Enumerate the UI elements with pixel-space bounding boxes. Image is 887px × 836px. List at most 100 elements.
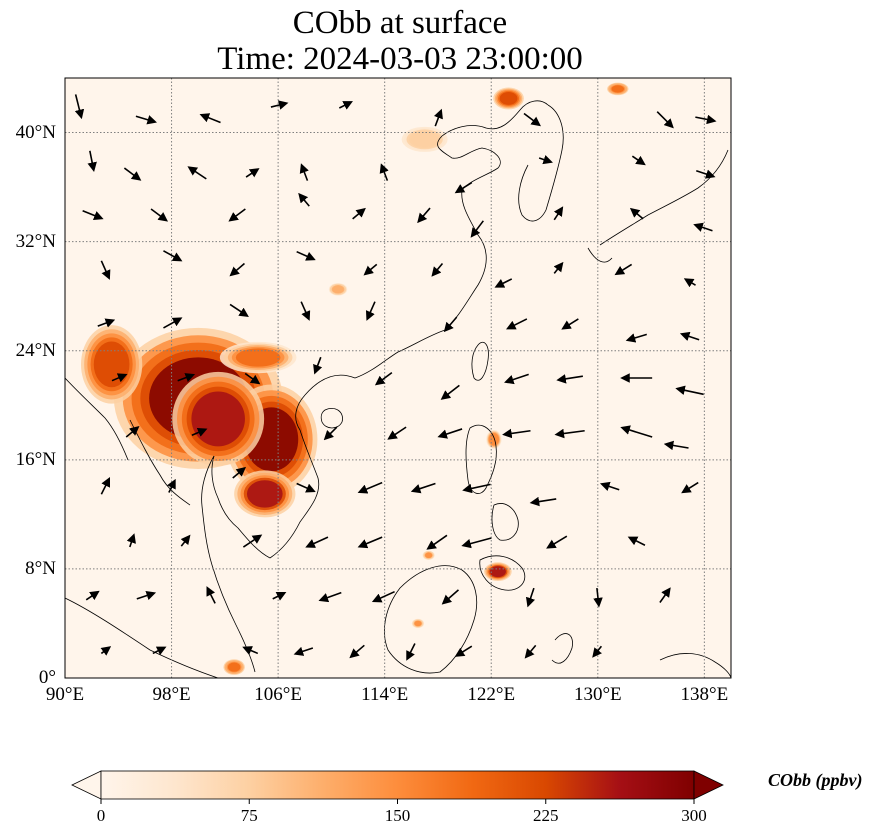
- wind-arrow: [431, 262, 444, 277]
- wind-arrow: [454, 181, 473, 194]
- wind-arrow: [123, 167, 142, 181]
- colorbar: [71, 770, 724, 800]
- hotspot-northeast-china: [493, 87, 524, 110]
- hotspot-ring: [611, 85, 625, 93]
- wind-arrow: [100, 477, 110, 495]
- y-tick-label: 40°N: [15, 121, 56, 143]
- hotspot-ring: [425, 552, 433, 559]
- x-tick-label: 90°E: [45, 684, 85, 705]
- wind-arrow: [387, 426, 407, 440]
- wind-arrow: [97, 318, 116, 328]
- wind-arrow: [374, 371, 393, 386]
- wind-arrow: [440, 384, 460, 400]
- wind-arrow: [523, 112, 541, 127]
- wind-arrow: [323, 426, 338, 441]
- x-tick-label: 106°E: [254, 684, 302, 705]
- wind-arrow: [441, 589, 460, 605]
- hotspot-myanmar-west: [80, 325, 143, 404]
- hotspot-hunan: [328, 283, 348, 296]
- hotspot-mindanao: [484, 562, 512, 582]
- wind-arrow: [553, 206, 564, 221]
- wind-arrow: [136, 590, 157, 601]
- wind-arrow: [696, 169, 716, 179]
- wind-arrow: [379, 163, 389, 181]
- wind-arrow: [454, 645, 473, 657]
- y-tick-label: 32°N: [15, 230, 56, 252]
- colorbar-tick-label: 225: [533, 806, 559, 825]
- y-tick-label: 8°N: [25, 557, 56, 579]
- wind-arrow: [85, 590, 100, 601]
- hotspot-ring: [191, 391, 245, 447]
- wind-arrow: [679, 331, 700, 341]
- wind-arrow: [443, 316, 458, 333]
- wind-arrow: [406, 643, 416, 661]
- wind-arrow: [180, 534, 191, 547]
- hotspot-ring: [414, 620, 422, 627]
- wind-arrow: [135, 115, 157, 125]
- wind-arrow: [614, 263, 633, 276]
- wind-arrow: [296, 482, 316, 493]
- wind-arrow: [206, 586, 216, 604]
- colorbar-tick-label: 75: [240, 806, 258, 825]
- map-frame: [64, 77, 732, 679]
- wind-arrow: [681, 481, 699, 494]
- wind-arrow: [187, 166, 207, 180]
- hotspot-ring: [246, 480, 283, 508]
- wind-arrow: [82, 210, 104, 221]
- hotspot-vladivostok: [607, 82, 629, 96]
- wind-arrow: [599, 481, 620, 491]
- wind-arrow: [675, 385, 704, 396]
- wind-arrow: [245, 168, 260, 178]
- wind-arrow: [693, 222, 713, 232]
- colorbar-tick-label: 300: [681, 806, 707, 825]
- wind-arrow: [352, 207, 366, 220]
- wind-arrow: [494, 278, 513, 288]
- wind-arrow: [663, 440, 689, 451]
- wind-arrow: [695, 114, 717, 125]
- wind-arrow: [554, 428, 585, 439]
- wind-arrow: [229, 303, 249, 317]
- wind-arrow: [228, 208, 246, 222]
- hotspot-ring: [499, 92, 518, 105]
- wind-arrow: [74, 94, 85, 120]
- wind-arrow: [437, 428, 463, 439]
- wind-arrow: [656, 111, 674, 129]
- wind-arrow: [100, 260, 111, 280]
- colorbar-tick-label: 150: [384, 806, 411, 825]
- hotspot-ring: [332, 285, 344, 294]
- wind-arrow: [371, 590, 395, 603]
- wind-arrow: [270, 100, 289, 110]
- wind-arrow: [242, 646, 259, 655]
- wind-arrow: [683, 278, 696, 288]
- wind-arrow: [546, 535, 568, 549]
- wind-arrow: [524, 644, 537, 659]
- colorbar-extend-max: [693, 770, 724, 800]
- wind-arrow: [87, 150, 97, 172]
- wind-arrow: [462, 483, 491, 494]
- wind-arrow: [298, 192, 310, 207]
- wind-arrow: [126, 533, 136, 548]
- x-tick-label: 122°E: [467, 684, 516, 705]
- wind-arrow: [461, 537, 492, 549]
- hotspot-ring: [489, 566, 506, 578]
- wind-arrow: [338, 101, 353, 110]
- wind-arrow: [229, 262, 245, 277]
- wind-arrow: [363, 263, 378, 276]
- hotspot-beijing: [401, 126, 448, 152]
- wind-arrow: [150, 208, 169, 222]
- wind-arrow: [593, 587, 603, 608]
- x-tick-label: 138°E: [680, 684, 729, 705]
- colorbar-gradient: [100, 770, 695, 800]
- chart-subtitle-time: Time: 2024-03-03 23:00:00: [217, 41, 583, 77]
- wind-arrow: [629, 207, 644, 220]
- hotspot-ring: [235, 348, 281, 367]
- wind-arrow: [100, 646, 112, 656]
- hotspot-ring: [93, 341, 130, 388]
- wind-arrow: [417, 207, 431, 224]
- wind-arrow: [357, 481, 383, 494]
- wind-arrow: [525, 587, 536, 608]
- wind-arrow: [300, 301, 311, 321]
- wind-arrow: [305, 536, 329, 548]
- wind-arrow: [631, 155, 646, 166]
